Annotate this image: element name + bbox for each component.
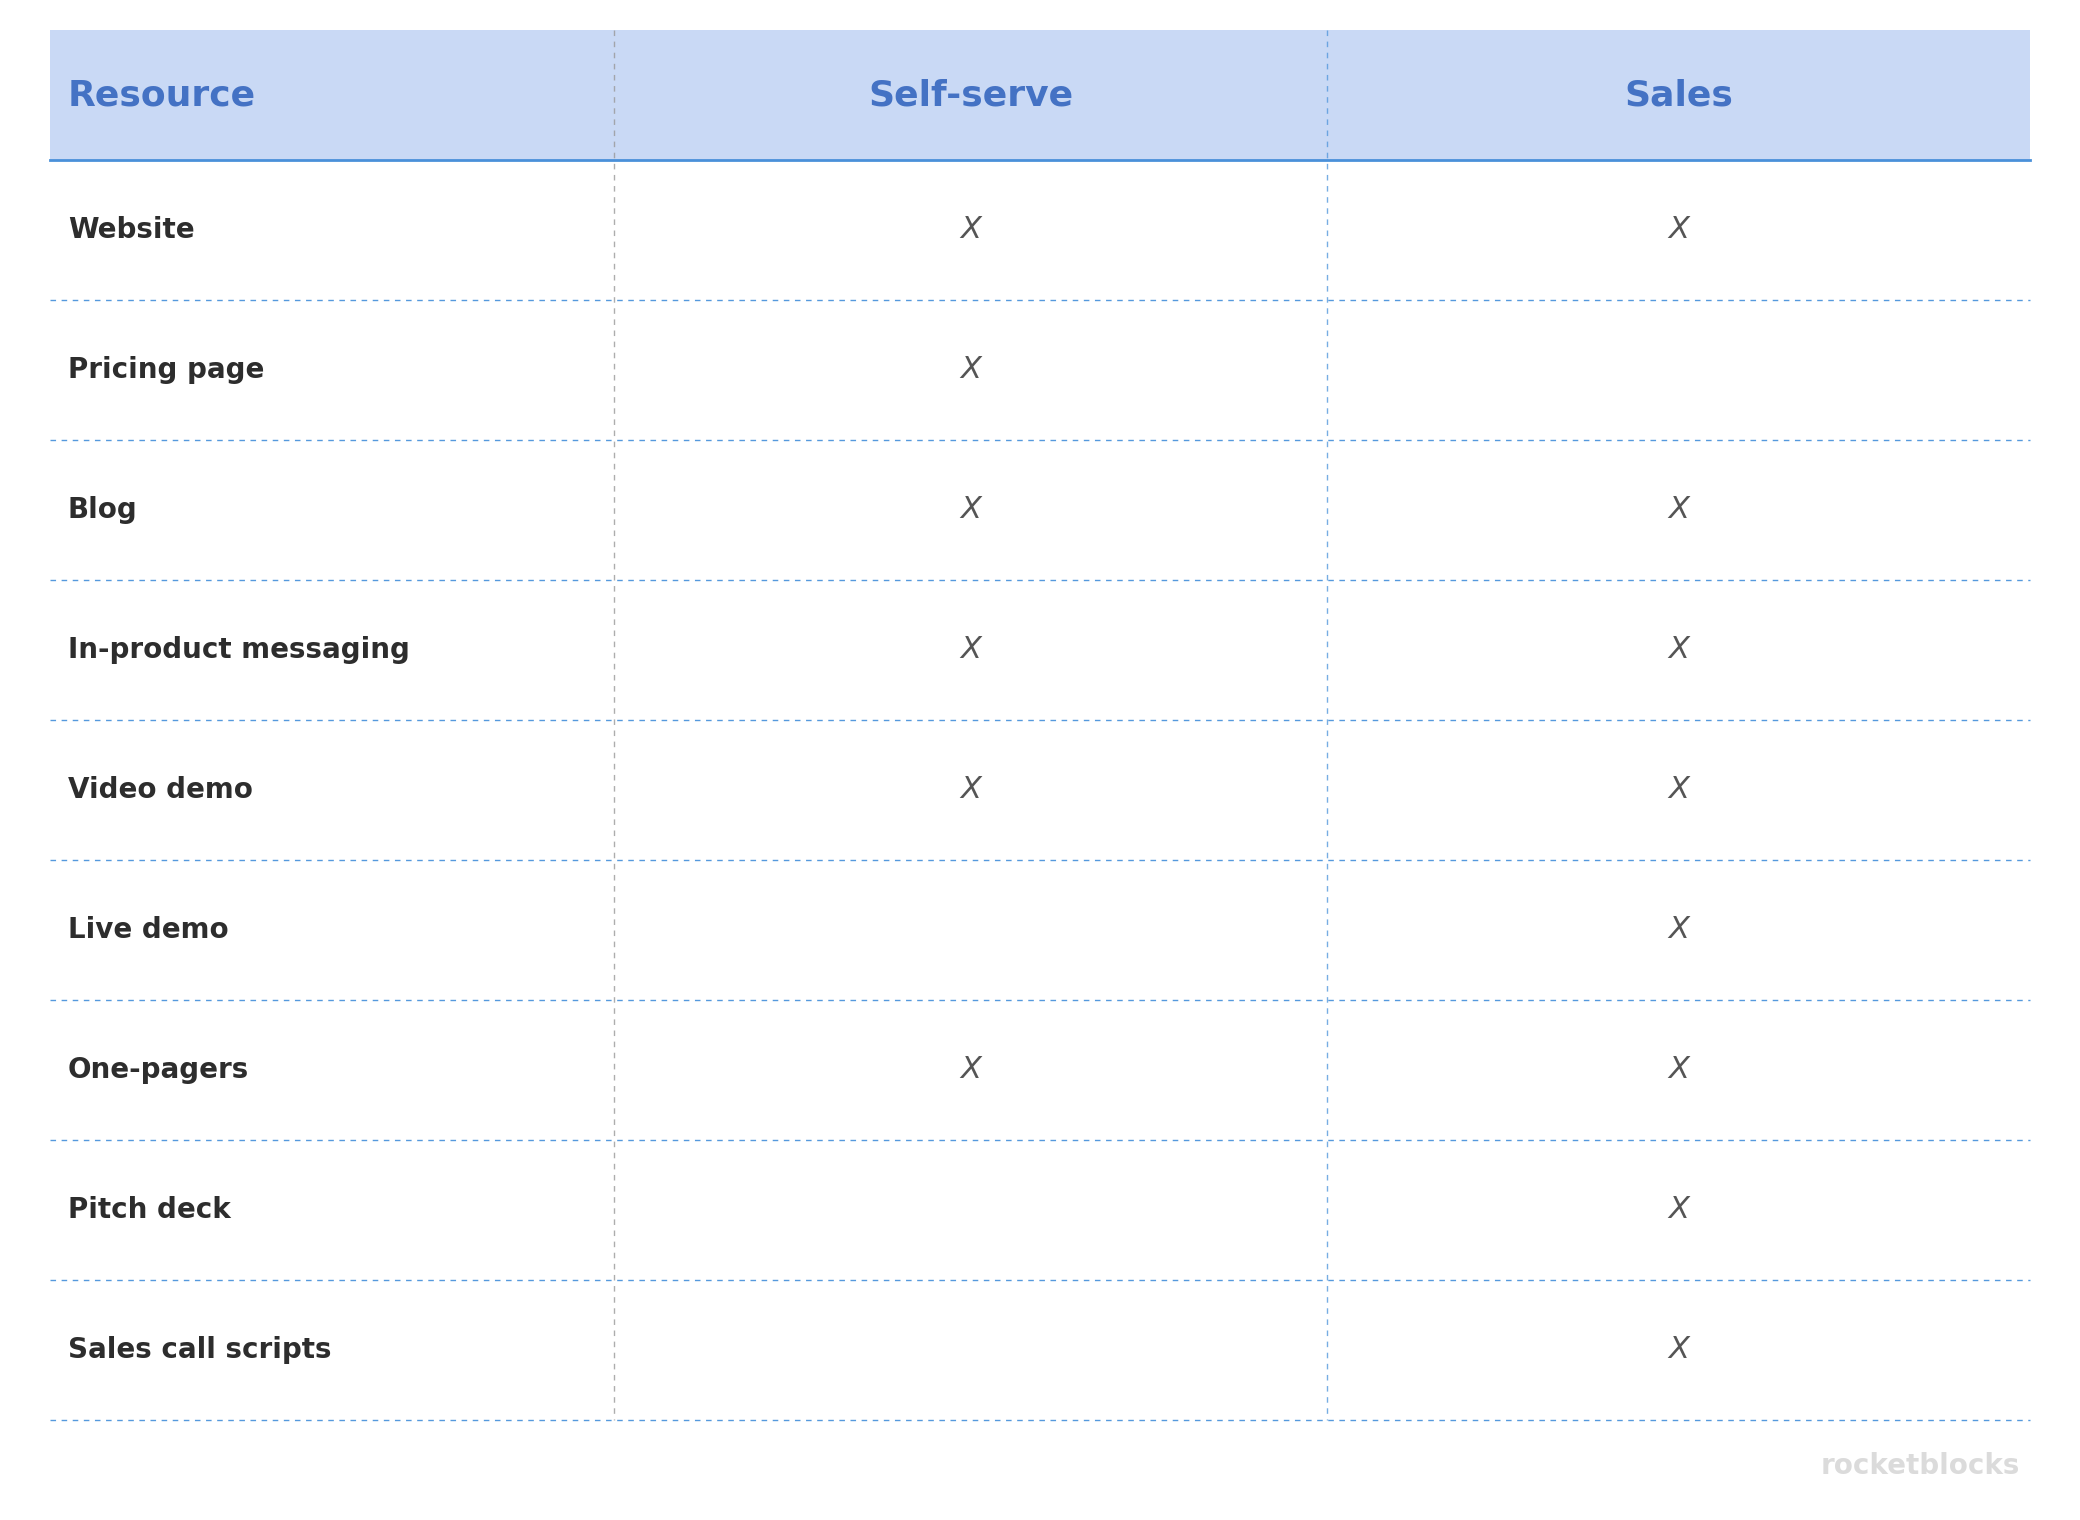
- Text: X: X: [1668, 1055, 1689, 1084]
- Text: X: X: [1668, 496, 1689, 524]
- Text: X: X: [1668, 1196, 1689, 1225]
- Text: X: X: [961, 356, 982, 385]
- Text: Pitch deck: Pitch deck: [69, 1196, 231, 1224]
- Text: Video demo: Video demo: [69, 777, 254, 804]
- Text: X: X: [961, 216, 982, 245]
- Text: In-product messaging: In-product messaging: [69, 635, 410, 664]
- Text: Live demo: Live demo: [69, 917, 229, 944]
- Text: Sales call scripts: Sales call scripts: [69, 1336, 331, 1363]
- Text: Self-serve: Self-serve: [867, 78, 1073, 112]
- Text: X: X: [1668, 775, 1689, 804]
- Text: One-pagers: One-pagers: [69, 1056, 250, 1084]
- Text: X: X: [961, 1055, 982, 1084]
- Text: X: X: [1668, 635, 1689, 664]
- Text: rocketblocks: rocketblocks: [1820, 1452, 2020, 1480]
- Text: X: X: [1668, 1336, 1689, 1365]
- Text: Pricing page: Pricing page: [69, 356, 264, 385]
- Text: Website: Website: [69, 216, 196, 245]
- Text: X: X: [961, 775, 982, 804]
- Text: X: X: [961, 496, 982, 524]
- Text: Blog: Blog: [69, 496, 137, 524]
- Text: Resource: Resource: [69, 78, 256, 112]
- Bar: [50, 30, 2030, 160]
- Text: X: X: [961, 635, 982, 664]
- Text: X: X: [1668, 915, 1689, 944]
- Text: X: X: [1668, 216, 1689, 245]
- Text: Sales: Sales: [1624, 78, 1733, 112]
